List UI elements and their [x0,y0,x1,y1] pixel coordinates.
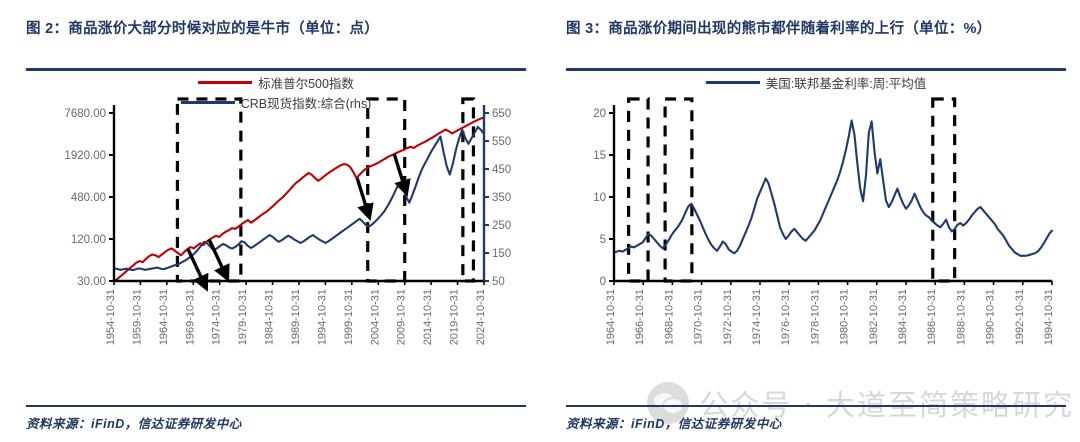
svg-text:480.00: 480.00 [71,192,106,204]
svg-text:2024-10-31: 2024-10-31 [475,289,487,345]
svg-text:1979-10-31: 1979-10-31 [237,289,249,345]
svg-text:1988-10-31: 1988-10-31 [955,289,967,345]
svg-text:2009-10-31: 2009-10-31 [396,289,408,345]
figure-3-title: 图 3：商品涨价期间出现的熊市都伴随着利率的上行（单位：%） [566,21,992,37]
svg-text:0: 0 [600,276,606,288]
source-note-right: 资料来源：iFinD，信达证券研发中心 [566,417,782,431]
svg-text:550: 550 [492,136,511,148]
svg-text:7680.00: 7680.00 [64,108,106,120]
svg-text:1999-10-31: 1999-10-31 [343,289,355,345]
svg-text:1968-10-31: 1968-10-31 [663,289,675,345]
svg-text:5: 5 [600,234,606,246]
footer-divider-left [26,404,526,407]
svg-text:1954-10-31: 1954-10-31 [105,289,117,345]
svg-text:10: 10 [593,192,606,204]
right-chart-container: 美国:联邦基金利率:周:平均值 0 5 10 15 20 1964-10-31 1966-1… [566,73,1066,373]
svg-text:1974-10-31: 1974-10-31 [751,289,763,345]
svg-text:1980-10-31: 1980-10-31 [839,289,851,345]
left-chart-container: 标准普尔500指数 CRB现货指数:综合(rhs) 30.00 120.00 480… [26,73,526,373]
svg-text:1994-10-31: 1994-10-31 [1043,289,1055,345]
svg-text:1984-10-31: 1984-10-31 [264,289,276,345]
svg-text:1982-10-31: 1982-10-31 [868,289,880,345]
title-divider-right [566,68,1066,71]
svg-text:1978-10-31: 1978-10-31 [809,289,821,345]
left-chart-svg: 30.00 120.00 480.00 1920.00 7680.00 50 150 250 3… [64,96,511,345]
svg-text:1994-10-31: 1994-10-31 [316,289,328,345]
svg-text:350: 350 [492,192,511,204]
svg-text:20: 20 [593,108,606,120]
svg-text:2019-10-31: 2019-10-31 [449,289,461,345]
svg-text:15: 15 [593,150,606,162]
title-divider-left [26,68,526,71]
svg-text:1974-10-31: 1974-10-31 [211,289,223,345]
figure-panel-right: 图 3：商品涨价期间出现的熊市都伴随着利率的上行（单位：%） 美国:联邦基金利率… [540,0,1080,442]
svg-text:2014-10-31: 2014-10-31 [422,289,434,345]
svg-text:120.00: 120.00 [71,234,106,246]
right-footer: 资料来源：iFinD，信达证券研发中心 [566,404,1066,433]
svg-text:250: 250 [492,220,511,232]
svg-text:30.00: 30.00 [77,276,106,288]
svg-text:1990-10-31: 1990-10-31 [985,289,997,345]
svg-text:1966-10-31: 1966-10-31 [634,289,646,345]
svg-text:1964-10-31: 1964-10-31 [158,289,170,345]
svg-text:1986-10-31: 1986-10-31 [926,289,938,345]
svg-text:1969-10-31: 1969-10-31 [184,289,196,345]
svg-text:1984-10-31: 1984-10-31 [897,289,909,345]
svg-text:1920.00: 1920.00 [64,150,106,162]
svg-text:150: 150 [492,248,511,260]
figure-panel-left: 图 2：商品涨价大部分时候对应的是牛市（单位：点） 标准普尔500指数 CRB现… [26,21,526,433]
footer-divider-right [566,404,1066,407]
svg-text:1972-10-31: 1972-10-31 [722,289,734,345]
svg-text:1976-10-31: 1976-10-31 [780,289,792,345]
svg-text:1964-10-31: 1964-10-31 [605,289,617,345]
svg-text:2004-10-31: 2004-10-31 [369,289,381,345]
svg-text:1992-10-31: 1992-10-31 [1014,289,1026,345]
source-note-left: 资料来源：iFinD，信达证券研发中心 [26,417,242,431]
svg-text:1970-10-31: 1970-10-31 [693,289,705,345]
left-footer: 资料来源：iFinD，信达证券研发中心 [26,404,526,433]
svg-text:1989-10-31: 1989-10-31 [290,289,302,345]
svg-text:1959-10-31: 1959-10-31 [131,289,143,345]
svg-text:50: 50 [492,276,505,288]
svg-text:450: 450 [492,164,511,176]
right-chart-svg: 0 5 10 15 20 1964-10-31 1966-10-31 1968-10-31 19… [593,96,1055,345]
figure-2-title: 图 2：商品涨价大部分时候对应的是牛市（单位：点） [26,21,380,37]
svg-text:650: 650 [492,108,511,120]
